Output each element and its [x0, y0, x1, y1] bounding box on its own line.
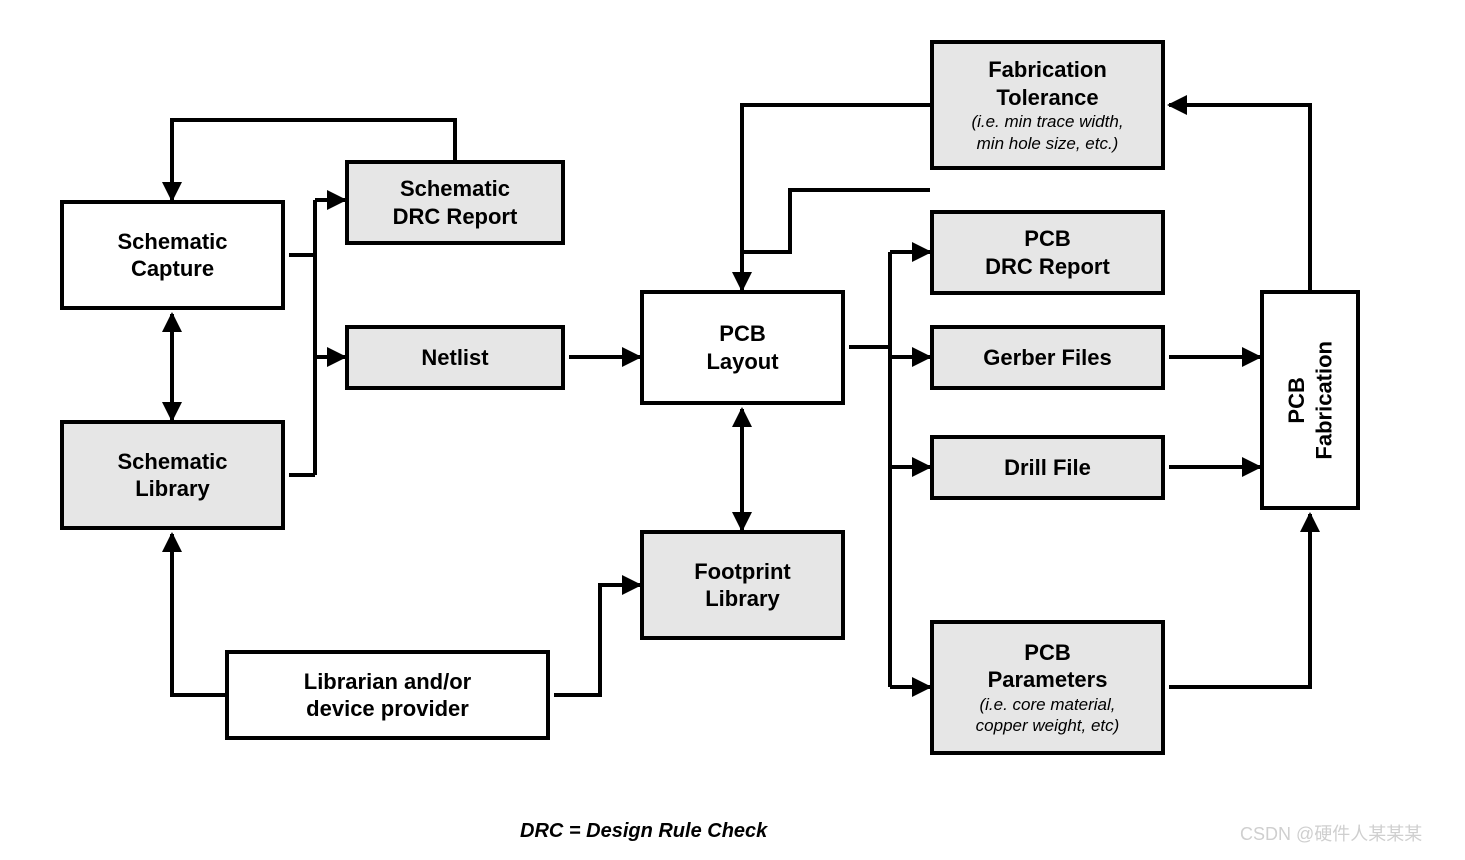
label-pcb-fabrication: PCB Fabrication — [1283, 341, 1338, 460]
node-schematic-library: Schematic Library — [60, 420, 285, 530]
footnote-drc: DRC = Design Rule Check — [520, 820, 767, 843]
node-netlist: Netlist — [345, 325, 565, 390]
label-netlist: Netlist — [421, 344, 488, 372]
label-drill-file: Drill File — [1004, 454, 1091, 482]
node-schematic-capture: Schematic Capture — [60, 200, 285, 310]
node-schematic-drc: Schematic DRC Report — [345, 160, 565, 245]
node-drill-file: Drill File — [930, 435, 1165, 500]
watermark: CSDN @硬件人某某某 — [1240, 820, 1422, 846]
label-gerber-files: Gerber Files — [983, 344, 1111, 372]
label-footprint-library: Footprint Library — [694, 558, 791, 613]
label-schematic-drc: Schematic DRC Report — [393, 175, 518, 230]
node-footprint-library: Footprint Library — [640, 530, 845, 640]
node-fab-tolerance: Fabrication Tolerance (i.e. min trace wi… — [930, 40, 1165, 170]
node-pcb-drc: PCB DRC Report — [930, 210, 1165, 295]
node-pcb-fabrication: PCB Fabrication — [1260, 290, 1360, 510]
label-librarian: Librarian and/or device provider — [304, 668, 471, 723]
label-pcb-drc: PCB DRC Report — [985, 225, 1110, 280]
sub-fab-tolerance: (i.e. min trace width, min hole size, et… — [971, 111, 1123, 154]
sub-pcb-parameters: (i.e. core material, copper weight, etc) — [976, 694, 1120, 737]
node-librarian: Librarian and/or device provider — [225, 650, 550, 740]
label-schematic-capture: Schematic Capture — [117, 228, 227, 283]
label-fab-tolerance: Fabrication Tolerance — [988, 56, 1107, 111]
label-schematic-library: Schematic Library — [117, 448, 227, 503]
label-pcb-parameters: PCB Parameters — [988, 639, 1108, 694]
node-pcb-parameters: PCB Parameters (i.e. core material, copp… — [930, 620, 1165, 755]
node-gerber-files: Gerber Files — [930, 325, 1165, 390]
label-pcb-layout: PCB Layout — [706, 320, 778, 375]
node-pcb-layout: PCB Layout — [640, 290, 845, 405]
